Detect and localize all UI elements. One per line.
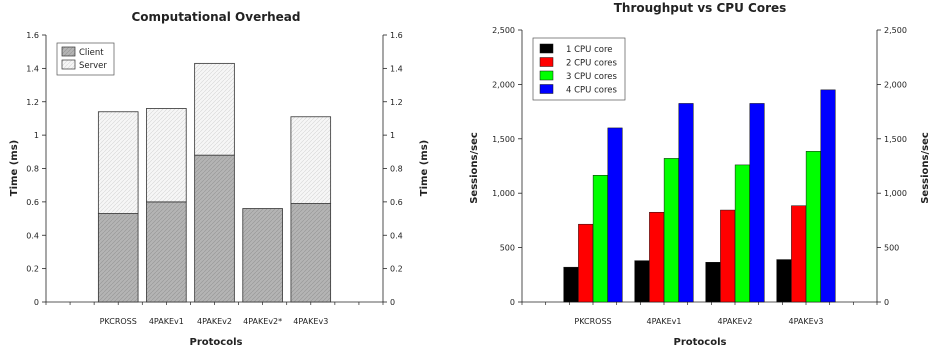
throughput-bar [634, 260, 650, 303]
chart1-bars [97, 62, 332, 303]
chart1-title: Computational Overhead [132, 10, 301, 24]
x-tick-label: 4PAKEv3 [293, 317, 328, 326]
y-tick-label-left: 0.6 [26, 198, 39, 207]
computational-overhead-chart: Computational Overhead Time (ms) Time (m… [9, 10, 430, 347]
server-bar [97, 111, 139, 214]
client-bar [194, 154, 235, 303]
legend-label: 2 CPU cores [566, 59, 618, 69]
y-tick-label-left: 0.8 [26, 165, 39, 174]
y-tick-label-left: 0.4 [26, 231, 39, 240]
chart2-bars [563, 89, 836, 303]
chart1-ylabel-left: Time (ms) [9, 140, 20, 196]
legend-swatch [539, 43, 554, 54]
chart2-ylabel-right: Sessions/sec [920, 132, 931, 204]
client-bar [290, 203, 332, 303]
y-tick-label-left: 1,000 [492, 189, 515, 198]
throughput-bar [776, 259, 792, 303]
y-tick-label-right: 0 [884, 298, 889, 307]
y-tick-label-right: 1 [390, 131, 395, 140]
legend-label: 4 CPU cores [566, 86, 618, 96]
client-bar [146, 201, 187, 303]
y-tick-label-left: 1.4 [26, 64, 39, 73]
throughput-bar [607, 127, 623, 303]
chart1-axes: 0 0 0.2 0.2 0.4 0.4 0.6 0.6 0.8 0.8 1 1 1.2 1.2 1.4 1.4… [26, 31, 402, 326]
y-tick-label-right: 500 [884, 244, 899, 253]
client-bar [97, 213, 139, 303]
x-tick-label: 4PAKEv2 [197, 317, 232, 326]
y-tick-label-right: 2,500 [884, 26, 907, 35]
server-bar [194, 62, 235, 156]
chart2-ylabel-left: Sessions/sec [469, 132, 480, 204]
throughput-chart: Throughput vs CPU Cores Sessions/sec Ses… [469, 1, 931, 347]
legend-swatch [61, 46, 76, 57]
y-tick-label-left: 1.2 [26, 98, 39, 107]
x-tick-label: 4PAKEv2* [243, 317, 282, 326]
y-tick-label-right: 0.8 [390, 165, 403, 174]
chart2-axes: 0 0 500 500 1,000 1,000 1,500 1,500 2,000 2,000 2,… [492, 26, 907, 326]
chart2-legend: 1 CPU core 2 CPU cores 3 CPU cores 4 CPU co… [532, 37, 626, 101]
throughput-bar [749, 103, 765, 303]
y-tick-label-left: 2,500 [492, 26, 515, 35]
y-tick-label-left: 500 [500, 244, 515, 253]
legend-label: Server [79, 61, 107, 71]
throughput-bar [678, 103, 694, 303]
y-tick-label-right: 1,500 [884, 135, 907, 144]
throughput-bar [820, 89, 836, 303]
chart2-xlabel: Protocols [674, 337, 727, 347]
chart1-xlabel: Protocols [190, 337, 243, 347]
legend-label: 1 CPU core [566, 45, 613, 55]
throughput-bar [805, 151, 821, 303]
server-bar [146, 108, 187, 203]
y-tick-label-left: 1 [34, 131, 39, 140]
y-tick-label-left: 0 [510, 298, 515, 307]
throughput-bar [734, 164, 750, 303]
y-tick-label-left: 0.2 [26, 265, 39, 274]
client-bar [242, 208, 283, 303]
legend-swatch [61, 59, 76, 70]
y-tick-label-right: 1.4 [390, 64, 403, 73]
y-tick-label-right: 1.6 [390, 31, 403, 40]
throughput-bar [592, 174, 608, 303]
legend-label: 3 CPU cores [566, 72, 618, 82]
x-tick-label: 4PAKEv2 [718, 317, 753, 326]
y-tick-label-right: 0 [390, 298, 395, 307]
throughput-bar [705, 262, 721, 303]
legend-label: Client [79, 48, 104, 58]
chart1-ylabel-right: Time (ms) [419, 140, 430, 196]
x-tick-label: 4PAKEv1 [149, 317, 184, 326]
y-tick-label-left: 0 [34, 298, 39, 307]
legend-swatch [539, 57, 554, 67]
x-tick-label: 4PAKEv3 [789, 317, 824, 326]
legend-swatch [539, 70, 554, 81]
y-tick-label-left: 1.6 [26, 31, 39, 40]
throughput-bar [663, 158, 679, 303]
throughput-bar [578, 223, 594, 303]
server-bar [290, 116, 332, 204]
legend-swatch [539, 84, 554, 94]
y-tick-label-left: 2,000 [492, 80, 515, 89]
x-tick-label: PKCROSS [100, 317, 137, 326]
y-tick-label-left: 1,500 [492, 135, 515, 144]
y-tick-label-right: 1,000 [884, 189, 907, 198]
throughput-bar [720, 209, 736, 303]
y-tick-label-right: 1.2 [390, 98, 403, 107]
chart2-title: Throughput vs CPU Cores [614, 1, 787, 15]
throughput-bar [563, 266, 579, 303]
y-tick-label-right: 0.2 [390, 265, 403, 274]
throughput-bar [649, 211, 665, 303]
y-tick-label-right: 0.6 [390, 198, 403, 207]
y-tick-label-right: 0.4 [390, 231, 403, 240]
x-tick-label: 4PAKEv1 [647, 317, 682, 326]
chart1-legend: Client Server [56, 42, 115, 76]
throughput-bar [791, 205, 807, 303]
y-tick-label-right: 2,000 [884, 80, 907, 89]
x-tick-label: PKCROSS [574, 317, 611, 326]
